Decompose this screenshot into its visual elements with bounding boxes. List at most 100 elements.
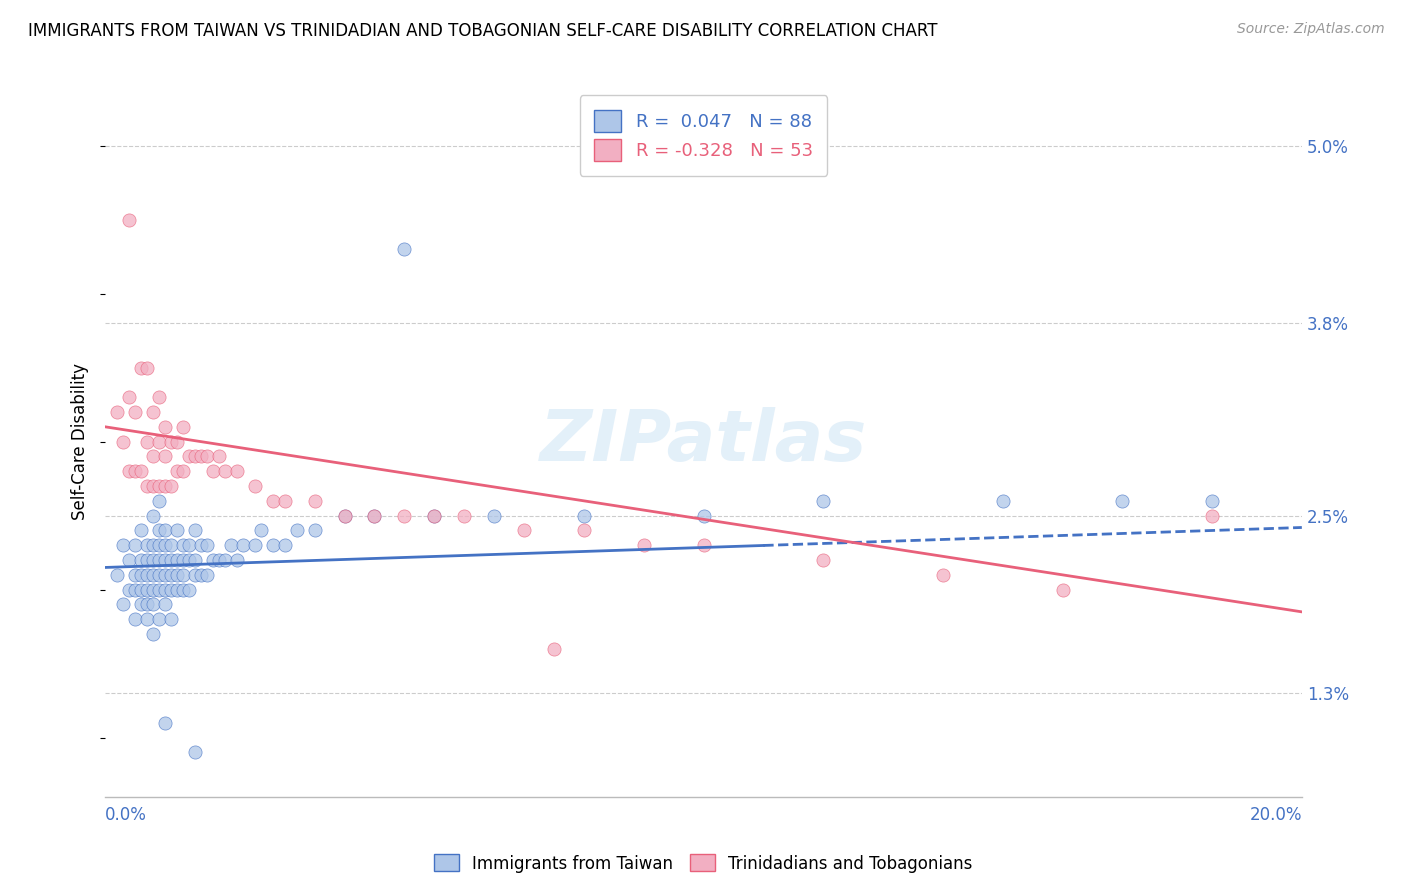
Point [811, 553, 834, 567]
Point [124, 464, 146, 478]
Point [118, 212, 141, 227]
Point [129, 553, 152, 567]
Point [208, 450, 231, 464]
Point [124, 405, 146, 419]
Point [142, 553, 165, 567]
Point [148, 582, 170, 597]
Point [543, 641, 565, 656]
Point [172, 420, 194, 434]
Point [214, 553, 236, 567]
Point [184, 450, 207, 464]
Point [195, 538, 218, 552]
Point [184, 553, 207, 567]
Point [453, 508, 475, 523]
Point [333, 508, 356, 523]
Point [153, 582, 176, 597]
Point [129, 464, 152, 478]
Point [513, 524, 536, 538]
Point [394, 508, 416, 523]
Point [142, 538, 165, 552]
Point [153, 553, 176, 567]
Point [136, 553, 159, 567]
Point [136, 612, 159, 626]
Point [112, 434, 135, 449]
Point [932, 567, 955, 582]
Point [153, 524, 176, 538]
Point [423, 508, 446, 523]
Point [394, 242, 416, 256]
Point [136, 360, 159, 375]
Point [124, 612, 146, 626]
Point [262, 538, 284, 552]
Point [177, 553, 200, 567]
Point [195, 450, 218, 464]
Text: 0.0%: 0.0% [105, 805, 148, 824]
Point [184, 524, 207, 538]
Point [190, 567, 212, 582]
Point [201, 553, 224, 567]
Text: Source: ZipAtlas.com: Source: ZipAtlas.com [1237, 22, 1385, 37]
Point [160, 434, 183, 449]
Point [232, 538, 254, 552]
Point [219, 538, 242, 552]
Point [285, 524, 308, 538]
Point [225, 464, 247, 478]
Point [177, 450, 200, 464]
Point [304, 493, 326, 508]
Text: ZIPatlas: ZIPatlas [540, 407, 868, 476]
Point [423, 508, 446, 523]
Point [166, 524, 188, 538]
Text: 20.0%: 20.0% [1250, 805, 1302, 824]
Point [172, 567, 194, 582]
Point [136, 582, 159, 597]
Point [633, 538, 655, 552]
Point [105, 567, 128, 582]
Point [148, 524, 170, 538]
Point [153, 598, 176, 612]
Point [243, 479, 266, 493]
Point [142, 582, 165, 597]
Point [1201, 493, 1223, 508]
Point [148, 434, 170, 449]
Point [166, 464, 188, 478]
Point [249, 524, 271, 538]
Point [142, 405, 165, 419]
Point [153, 538, 176, 552]
Point [262, 493, 284, 508]
Point [363, 508, 385, 523]
Point [148, 612, 170, 626]
Point [572, 508, 595, 523]
Point [148, 567, 170, 582]
Point [177, 538, 200, 552]
Point [304, 524, 326, 538]
Point [118, 390, 141, 404]
Point [166, 582, 188, 597]
Point [572, 524, 595, 538]
Point [225, 553, 247, 567]
Point [148, 493, 170, 508]
Point [124, 538, 146, 552]
Point [243, 538, 266, 552]
Point [153, 479, 176, 493]
Point [190, 538, 212, 552]
Point [153, 715, 176, 730]
Point [136, 479, 159, 493]
Point [124, 582, 146, 597]
Point [129, 598, 152, 612]
Point [142, 450, 165, 464]
Point [991, 493, 1014, 508]
Point [160, 553, 183, 567]
Point [166, 567, 188, 582]
Point [112, 538, 135, 552]
Point [148, 538, 170, 552]
Point [160, 612, 183, 626]
Point [148, 553, 170, 567]
Point [482, 508, 505, 523]
Point [166, 553, 188, 567]
Point [166, 434, 188, 449]
Point [153, 420, 176, 434]
Point [129, 360, 152, 375]
Point [1201, 508, 1223, 523]
Point [177, 582, 200, 597]
Point [105, 405, 128, 419]
